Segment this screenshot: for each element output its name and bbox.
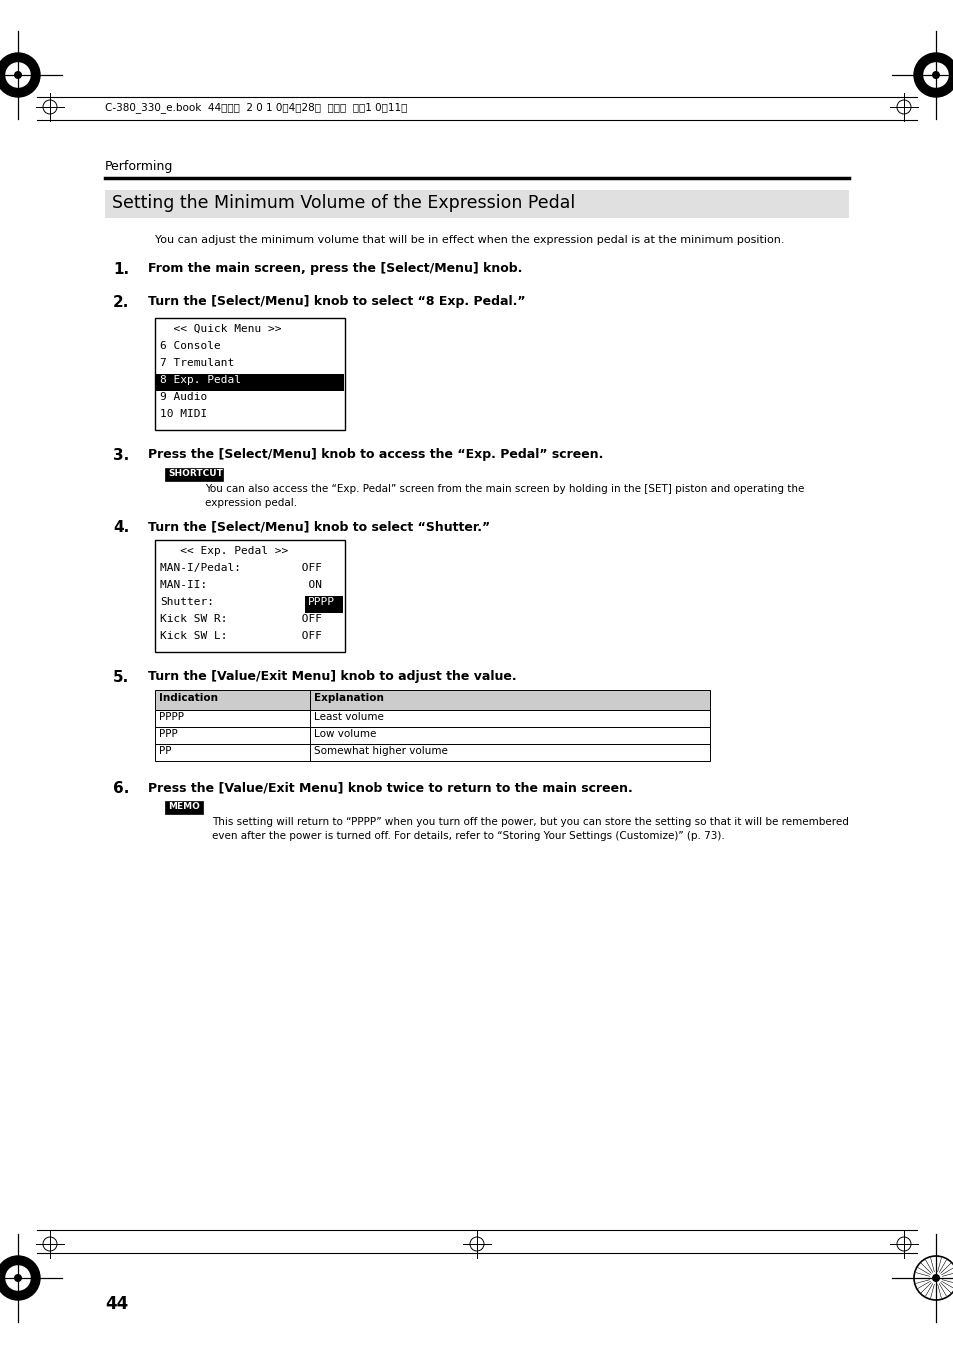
Text: PPPP: PPPP — [308, 597, 335, 607]
Circle shape — [923, 63, 947, 86]
Text: You can adjust the minimum volume that will be in effect when the expression ped: You can adjust the minimum volume that w… — [154, 235, 783, 245]
Text: 3.: 3. — [112, 449, 129, 463]
Text: << Quick Menu >>: << Quick Menu >> — [160, 324, 281, 334]
Text: Indication: Indication — [159, 693, 218, 703]
Text: Shutter:: Shutter: — [160, 597, 213, 607]
Bar — [156, 374, 344, 390]
Text: Kick SW L:           OFF: Kick SW L: OFF — [160, 631, 322, 640]
Bar — [154, 690, 709, 711]
Text: 6 Console: 6 Console — [160, 340, 220, 351]
Bar — [154, 540, 345, 653]
Text: 8 Exp. Pedal: 8 Exp. Pedal — [160, 376, 241, 385]
Bar — [165, 467, 223, 481]
Text: C-380_330_e.book  44ページ  2 0 1 0年4月28日  水曜日  午後1 0時11分: C-380_330_e.book 44ページ 2 0 1 0年4月28日 水曜日… — [105, 103, 407, 113]
Text: MAN-II:               ON: MAN-II: ON — [160, 580, 322, 590]
Text: 1.: 1. — [112, 262, 129, 277]
Text: 7 Tremulant: 7 Tremulant — [160, 358, 234, 367]
Text: Explanation: Explanation — [314, 693, 383, 703]
Text: 44: 44 — [105, 1296, 128, 1313]
Text: Kick SW R:           OFF: Kick SW R: OFF — [160, 613, 322, 624]
Text: MAN-I/Pedal:         OFF: MAN-I/Pedal: OFF — [160, 563, 322, 573]
Text: Turn the [Select/Menu] knob to select “Shutter.”: Turn the [Select/Menu] knob to select “S… — [148, 520, 490, 534]
Text: From the main screen, press the [Select/Menu] knob.: From the main screen, press the [Select/… — [148, 262, 522, 276]
Text: 2.: 2. — [112, 295, 130, 309]
Circle shape — [14, 1275, 21, 1281]
Text: Press the [Value/Exit Menu] knob twice to return to the main screen.: Press the [Value/Exit Menu] knob twice t… — [148, 781, 632, 794]
Bar — [165, 801, 203, 815]
Text: Low volume: Low volume — [314, 730, 376, 739]
Text: PPP: PPP — [159, 730, 177, 739]
Text: Least volume: Least volume — [314, 712, 383, 721]
Bar — [154, 711, 709, 727]
Text: 4.: 4. — [112, 520, 129, 535]
Text: You can also access the “Exp. Pedal” screen from the main screen by holding in t: You can also access the “Exp. Pedal” scr… — [205, 484, 803, 508]
Text: Press the [Select/Menu] knob to access the “Exp. Pedal” screen.: Press the [Select/Menu] knob to access t… — [148, 449, 602, 461]
Text: This setting will return to “PPPP” when you turn off the power, but you can stor: This setting will return to “PPPP” when … — [212, 817, 848, 842]
Text: SHORTCUT: SHORTCUT — [168, 469, 223, 478]
Text: Turn the [Select/Menu] knob to select “8 Exp. Pedal.”: Turn the [Select/Menu] knob to select “8… — [148, 295, 525, 308]
Bar — [154, 744, 709, 761]
Text: Somewhat higher volume: Somewhat higher volume — [314, 746, 447, 757]
Text: PPPP: PPPP — [159, 712, 184, 721]
Text: 6.: 6. — [112, 781, 130, 796]
Circle shape — [932, 72, 939, 78]
Text: 9 Audio: 9 Audio — [160, 392, 207, 403]
Text: MEMO: MEMO — [168, 802, 200, 811]
Circle shape — [932, 1275, 939, 1281]
Circle shape — [6, 1266, 30, 1290]
Circle shape — [6, 63, 30, 86]
Text: << Exp. Pedal >>: << Exp. Pedal >> — [160, 546, 288, 557]
Circle shape — [14, 72, 21, 78]
Text: 10 MIDI: 10 MIDI — [160, 409, 207, 419]
Bar — [305, 596, 343, 613]
Circle shape — [0, 1256, 40, 1300]
Circle shape — [913, 53, 953, 97]
Text: Setting the Minimum Volume of the Expression Pedal: Setting the Minimum Volume of the Expres… — [112, 195, 575, 212]
Text: 5.: 5. — [112, 670, 129, 685]
Circle shape — [0, 53, 40, 97]
Text: PP: PP — [159, 746, 172, 757]
Bar — [154, 317, 345, 430]
Bar — [105, 190, 848, 218]
Text: Turn the [Value/Exit Menu] knob to adjust the value.: Turn the [Value/Exit Menu] knob to adjus… — [148, 670, 517, 684]
Bar — [154, 727, 709, 744]
Text: Performing: Performing — [105, 159, 173, 173]
